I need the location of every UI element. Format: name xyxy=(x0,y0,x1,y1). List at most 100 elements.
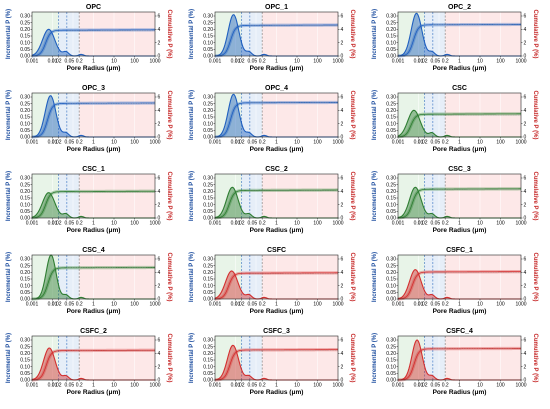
y-left-tick-label: 0.15 xyxy=(203,115,213,121)
y-left-tick-label: 0.15 xyxy=(386,358,396,364)
y-left-tick-label: 0.00 xyxy=(20,135,30,141)
y-left-tick-label: 0.15 xyxy=(20,277,30,283)
cumulative-line xyxy=(214,349,338,381)
panel-title: CSFC_2 xyxy=(80,328,107,335)
cumulative-line xyxy=(214,272,339,300)
x-tick-label: 0.02 xyxy=(418,302,428,308)
x-tick-label: 100 xyxy=(496,59,505,65)
y-left-tick-label: 0.15 xyxy=(203,196,213,202)
x-axis-label: Pore Radius (μm) xyxy=(433,308,487,315)
y-right-tick-label: 2 xyxy=(158,202,161,208)
y-right-tick-label: 6 xyxy=(158,14,161,20)
chart-panel-csfc-3: CSFC_30.000.050.100.150.200.250.3002460.… xyxy=(189,328,355,396)
zone-meso xyxy=(424,93,446,137)
incremental-area xyxy=(32,348,155,380)
x-axis-label: Pore Radius (μm) xyxy=(250,146,304,153)
y-left-tick-label: 0.20 xyxy=(20,270,30,276)
x-tick-label: 100 xyxy=(496,383,505,389)
y-right-tick-label: 0 xyxy=(524,297,527,303)
y-right-axis-label: Cumulative P (%) xyxy=(532,10,538,59)
x-tick-label: 100 xyxy=(313,302,322,308)
x-axis-label: Pore Radius (μm) xyxy=(250,389,304,396)
incremental-area xyxy=(215,187,338,218)
x-axis-label: Pore Radius (μm) xyxy=(250,227,304,234)
y-right-tick-label: 6 xyxy=(524,338,527,344)
chart-panel-opc-1: OPC_10.000.050.100.150.200.250.3002460.0… xyxy=(189,4,355,72)
x-tick-label: 10 xyxy=(477,383,483,389)
y-left-axis-label: Incremental P (%) xyxy=(189,90,195,140)
y-right-tick-label: 2 xyxy=(341,202,344,208)
y-right-axis-label: Cumulative P (%) xyxy=(532,91,538,140)
y-right-axis-label: Cumulative P (%) xyxy=(166,172,172,221)
x-tick-label: 0.001 xyxy=(209,221,222,227)
y-left-tick-label: 0.25 xyxy=(20,344,30,350)
y-left-axis-label: Incremental P (%) xyxy=(6,333,12,383)
x-tick-label: 0.001 xyxy=(392,302,405,308)
x-tick-label: 100 xyxy=(130,59,139,65)
zone-meso xyxy=(58,93,80,137)
y-right-axis-label: Cumulative P (%) xyxy=(532,172,538,221)
x-tick-label: 100 xyxy=(496,302,505,308)
y-right-tick-label: 2 xyxy=(524,202,527,208)
zone-macro xyxy=(79,93,155,137)
y-right-axis-label: Cumulative P (%) xyxy=(166,334,172,383)
y-left-tick-label: 0.25 xyxy=(386,263,396,269)
x-tick-label: 0.01 xyxy=(231,59,241,65)
y-left-tick-label: 0.05 xyxy=(20,290,30,296)
y-right-tick-label: 4 xyxy=(524,270,527,276)
y-right-axis-label: Cumulative P (%) xyxy=(349,253,355,302)
y-left-axis-label: Incremental P (%) xyxy=(372,252,378,302)
incremental-area xyxy=(398,187,521,218)
x-tick-label: 100 xyxy=(130,383,139,389)
y-left-tick-label: 0.15 xyxy=(203,34,213,40)
panel-title: CSC_1 xyxy=(82,166,105,173)
x-tick-label: 0.001 xyxy=(26,221,39,227)
y-left-tick-label: 0.00 xyxy=(203,54,213,60)
zone-macro xyxy=(262,12,338,56)
x-tick-label: 10 xyxy=(111,221,117,227)
x-tick-label: 1000 xyxy=(149,140,160,146)
y-right-tick-label: 6 xyxy=(158,176,161,182)
x-tick-label: 0.05 xyxy=(430,221,440,227)
zone-meso xyxy=(241,336,263,380)
y-left-tick-label: 0.25 xyxy=(203,101,213,107)
y-left-tick-label: 0.15 xyxy=(386,277,396,283)
cumulative-line xyxy=(397,348,521,381)
cumulative-line xyxy=(397,24,521,57)
y-left-tick-label: 0.20 xyxy=(203,351,213,357)
y-right-tick-label: 4 xyxy=(158,189,161,195)
y-right-axis-label: Cumulative P (%) xyxy=(349,172,355,221)
y-left-tick-label: 0.10 xyxy=(203,40,213,46)
y-left-tick-label: 0.05 xyxy=(203,47,213,53)
x-axis-label: Pore Radius (μm) xyxy=(433,389,487,396)
y-right-tick-label: 6 xyxy=(524,14,527,20)
y-left-tick-label: 0.00 xyxy=(203,378,213,384)
y-left-tick-label: 0.10 xyxy=(203,121,213,127)
y-left-tick-label: 0.10 xyxy=(386,40,396,46)
zone-meso xyxy=(241,174,263,218)
y-left-tick-label: 0.00 xyxy=(20,378,30,384)
y-right-tick-label: 4 xyxy=(158,351,161,357)
x-tick-label: 0.02 xyxy=(52,302,62,308)
y-right-tick-label: 6 xyxy=(341,176,344,182)
x-tick-label: 0.05 xyxy=(430,302,440,308)
x-axis-label: Pore Radius (μm) xyxy=(250,308,304,315)
x-tick-label: 0.2 xyxy=(442,221,449,227)
x-tick-label: 1 xyxy=(458,383,461,389)
y-right-axis-label: Cumulative P (%) xyxy=(349,334,355,383)
zone-macro xyxy=(262,255,338,299)
y-left-tick-label: 0.15 xyxy=(20,196,30,202)
x-tick-label: 100 xyxy=(313,59,322,65)
zone-meso xyxy=(58,12,80,56)
x-tick-label: 1000 xyxy=(515,221,526,227)
x-tick-label: 0.001 xyxy=(392,221,405,227)
x-tick-label: 0.001 xyxy=(209,383,222,389)
y-left-axis-label: Incremental P (%) xyxy=(6,252,12,302)
x-tick-label: 1 xyxy=(275,221,278,227)
cumulative-line xyxy=(397,113,521,138)
cumulative-line xyxy=(397,271,522,300)
y-left-tick-label: 0.30 xyxy=(203,95,213,101)
y-left-tick-label: 0.20 xyxy=(20,108,30,114)
y-right-tick-label: 6 xyxy=(158,257,161,263)
zone-meso xyxy=(241,93,263,137)
